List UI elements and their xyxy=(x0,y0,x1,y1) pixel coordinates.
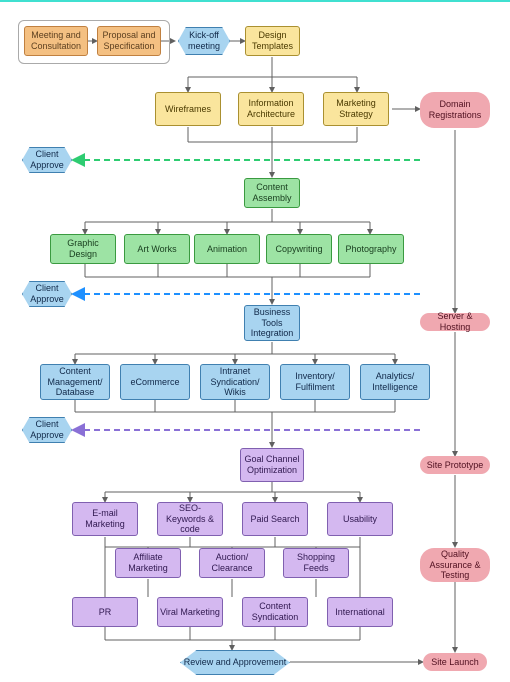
node-kickoff: Kick-off meeting xyxy=(178,27,230,55)
node-content-assembly: Content Assembly xyxy=(244,178,300,208)
node-pr: PR xyxy=(72,597,138,627)
node-copywriting: Copywriting xyxy=(266,234,332,264)
node-photography: Photography xyxy=(338,234,404,264)
node-analytics: Analytics/ Intelligence xyxy=(360,364,430,400)
node-international: International xyxy=(327,597,393,627)
node-review: Review and Approvement xyxy=(180,650,290,675)
node-qa-testing: Quality Assurance & Testing xyxy=(420,548,490,582)
node-site-prototype: Site Prototype xyxy=(420,456,490,474)
node-graphic-design: Graphic Design xyxy=(50,234,116,264)
node-client-approve-3: Client Approve xyxy=(22,417,72,443)
node-biz-tools: Business Tools Integration xyxy=(244,305,300,341)
node-animation: Animation xyxy=(194,234,260,264)
node-marketing-strategy: Marketing Strategy xyxy=(323,92,389,126)
node-affiliate: Affiliate Marketing xyxy=(115,548,181,578)
node-usability: Usability xyxy=(327,502,393,536)
node-client-approve-2: Client Approve xyxy=(22,281,72,307)
node-cms-db: Content Management/ Database xyxy=(40,364,110,400)
node-auction: Auction/ Clearance xyxy=(199,548,265,578)
node-meeting: Meeting and Consultation xyxy=(24,26,88,56)
node-viral: Viral Marketing xyxy=(157,597,223,627)
node-info-arch: Information Architecture xyxy=(238,92,304,126)
node-proposal: Proposal and Specification xyxy=(97,26,161,56)
node-design-templates: Design Templates xyxy=(245,26,300,56)
node-shopping: Shopping Feeds xyxy=(283,548,349,578)
node-client-approve-1: Client Approve xyxy=(22,147,72,173)
node-wireframes: Wireframes xyxy=(155,92,221,126)
node-paid-search: Paid Search xyxy=(242,502,308,536)
node-site-launch: Site Launch xyxy=(423,653,487,671)
node-ecommerce: eCommerce xyxy=(120,364,190,400)
node-seo: SEO- Keywords & code xyxy=(157,502,223,536)
node-art-works: Art Works xyxy=(124,234,190,264)
node-server-hosting: Server & Hosting xyxy=(420,313,490,331)
node-intranet: Intranet Syndication/ Wikis xyxy=(200,364,270,400)
node-goal-channel: Goal Channel Optimization xyxy=(240,448,304,482)
node-email-mkt: E-mail Marketing xyxy=(72,502,138,536)
node-inv-ful: Inventory/ Fulfilment xyxy=(280,364,350,400)
node-content-synd: Content Syndication xyxy=(242,597,308,627)
node-domain-reg: Domain Registrations xyxy=(420,92,490,128)
